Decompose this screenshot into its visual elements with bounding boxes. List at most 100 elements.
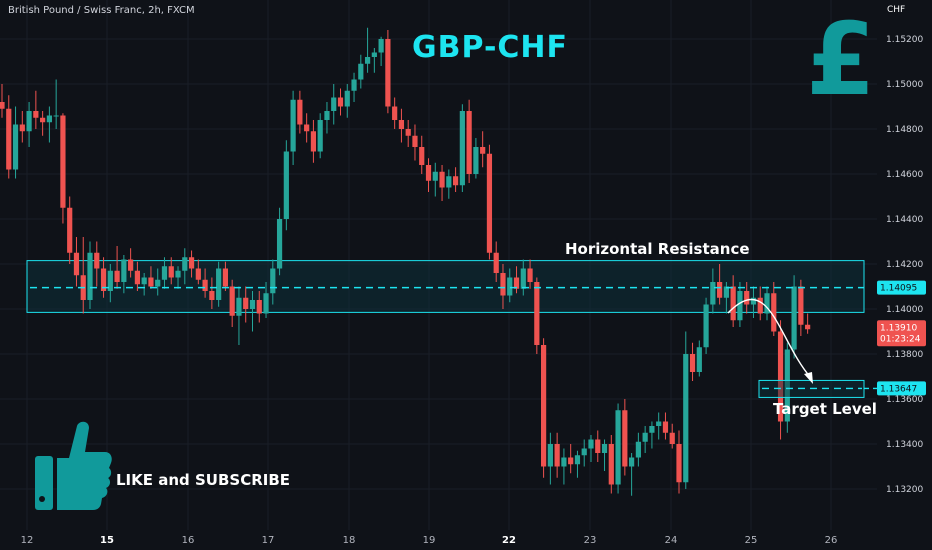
candle-body [0,102,5,109]
candle-body [222,268,229,287]
candle-body [33,111,39,118]
time-tick-label: 16 [182,535,195,546]
candle-body [757,297,763,314]
candle-body [216,268,222,300]
candle-body [371,52,377,57]
candle-body [202,279,208,291]
candle-body [500,273,506,296]
candle-body [432,171,438,181]
candle-body [703,304,709,348]
candle-body [175,270,181,278]
price-tick-label: 1.13400 [886,440,923,450]
candle-body [452,176,459,186]
candle-body [507,277,513,296]
candle-body [398,120,405,129]
candle-body [405,129,411,136]
candle-body [439,171,445,188]
price-tick-label: 1.14200 [886,260,923,270]
candle-body [717,282,723,298]
price-axis[interactable]: 1.15200 1.15000 1.14800 1.14600 1.14400 1.142… [886,35,923,495]
candle-body [480,147,486,154]
candle-body [493,252,499,273]
candle-body [161,266,168,280]
candle-body [209,291,215,300]
candle-body [656,421,662,426]
candle-body [635,441,641,458]
candle-body [764,293,770,314]
candle-body [148,277,154,287]
symbol-header[interactable]: British Pound / Swiss Franc, 2h, FXCM [8,5,195,16]
candle-body [155,279,161,287]
candle-body [392,106,398,120]
candle-body [750,297,757,305]
candle-body [601,444,608,453]
candle-body [107,270,113,291]
currency-label: CHF [887,5,906,15]
time-tick-label: 15 [100,535,114,546]
target-price-tag [877,381,926,396]
candle-body [270,268,276,294]
time-tick-label: 18 [343,535,356,546]
candle-body [412,135,418,147]
candle-body [53,115,59,117]
candle-body [283,151,289,219]
price-tick-label: 1.15200 [886,35,923,45]
current-price-tag [877,320,926,347]
candle-body [459,111,465,186]
candle-body [378,39,384,53]
candle-body [256,300,262,314]
candle-body [141,277,147,285]
time-tick-label: 23 [584,535,597,546]
candle-body [324,111,330,120]
candle-body [723,286,729,298]
candle-body [134,270,140,285]
candle-body [541,345,547,467]
candle-body [94,252,100,269]
countdown-text: 01:23:24 [880,334,921,344]
candle-body [696,347,702,372]
candle-body [331,97,337,111]
candle-body [73,252,80,276]
candle-body [574,455,581,465]
time-tick-label: 25 [745,535,758,546]
price-tags: 1.14095 1.13910 01:23:24 1.13647 [877,280,926,396]
candle-body [683,354,689,483]
price-tick-label: 1.13600 [886,395,923,405]
candle-body [12,124,19,170]
projection-arrow-path [727,298,812,379]
current-price-tag-text: 1.13910 [880,323,917,333]
candle-body [446,176,452,188]
candle-body [310,131,317,152]
candle-body [87,252,93,300]
price-tick-label: 1.14800 [886,125,923,135]
candle-body [344,90,350,107]
candle-body [676,444,682,483]
candle-body [114,270,120,282]
candle-body [236,297,242,316]
target-label: Target Level [773,400,877,418]
candle-body [67,207,73,253]
candle-body [608,444,614,485]
candlestick-series [0,27,811,496]
candle-body [486,153,493,253]
candle-body [249,300,256,309]
candle-body [642,432,648,442]
candle-body [351,79,357,91]
candle-body [19,124,25,132]
candle-body [26,111,32,132]
price-tick-label: 1.13800 [886,350,923,360]
candle-body [669,432,675,444]
candle-body [121,259,127,282]
candle-body [337,97,344,107]
target-price-tag-text: 1.13647 [880,384,917,394]
candle-body [615,410,621,485]
candle-body [297,99,303,125]
candle-body [568,457,574,465]
candle-body [534,282,540,345]
candle-body [290,99,296,152]
candle-body [229,286,235,316]
time-tick-label: 22 [502,535,516,546]
candle-body [662,421,669,433]
time-axis[interactable]: 12 15 16 17 18 19 22 23 24 25 26 [21,535,838,546]
